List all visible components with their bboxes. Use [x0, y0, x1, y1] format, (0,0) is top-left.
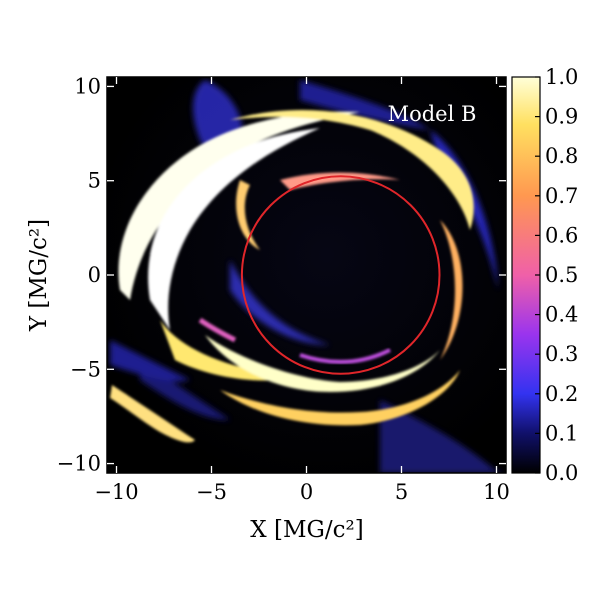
x-tick-labels: −10 −5 0 5 10 [94, 480, 510, 504]
x-tick-label: −5 [196, 480, 227, 504]
colorbar-tick-label: 0.7 [545, 184, 578, 208]
colorbar-tick-label: 0.0 [545, 461, 578, 485]
heatmap-image [107, 77, 506, 473]
y-tick-label: −5 [70, 357, 101, 381]
y-tick-label: 10 [74, 74, 101, 98]
colorbar-tick-label: 0.9 [545, 105, 578, 129]
colorbar-tick-label: 0.4 [545, 303, 578, 327]
colorbar-tick-label: 0.8 [545, 144, 578, 168]
y-tick-label: −10 [57, 452, 101, 476]
colorbar-ticks [535, 76, 540, 474]
model-annotation: Model B [388, 102, 477, 126]
x-tick-label: 10 [483, 480, 510, 504]
y-tick-labels: −10 −5 0 5 10 [57, 74, 101, 475]
colorbar-tick-labels: 0.0 0.1 0.2 0.3 0.4 0.5 0.6 0.7 0.8 0.9 1.0 [545, 65, 578, 485]
y-tick-label: 0 [88, 263, 101, 287]
red-circle-overlay [240, 175, 441, 375]
x-tick-label: 0 [300, 480, 313, 504]
colorbar-tick-label: 0.2 [545, 382, 578, 406]
colorbar-tick-label: 1.0 [545, 65, 578, 89]
y-axis-label: Y [MG/c²] [26, 219, 52, 332]
x-tick-label: 5 [395, 480, 408, 504]
x-axis-label: X [MG/c²] [250, 517, 363, 543]
colorbar-tick-label: 0.1 [545, 421, 578, 445]
colorbar-tick-label: 0.3 [545, 342, 578, 366]
colorbar-tick-label: 0.6 [545, 223, 578, 247]
axis-ticks [107, 77, 506, 473]
x-tick-label: −10 [94, 480, 138, 504]
colorbar-tick-label: 0.5 [545, 263, 578, 287]
y-tick-label: 5 [88, 169, 101, 193]
